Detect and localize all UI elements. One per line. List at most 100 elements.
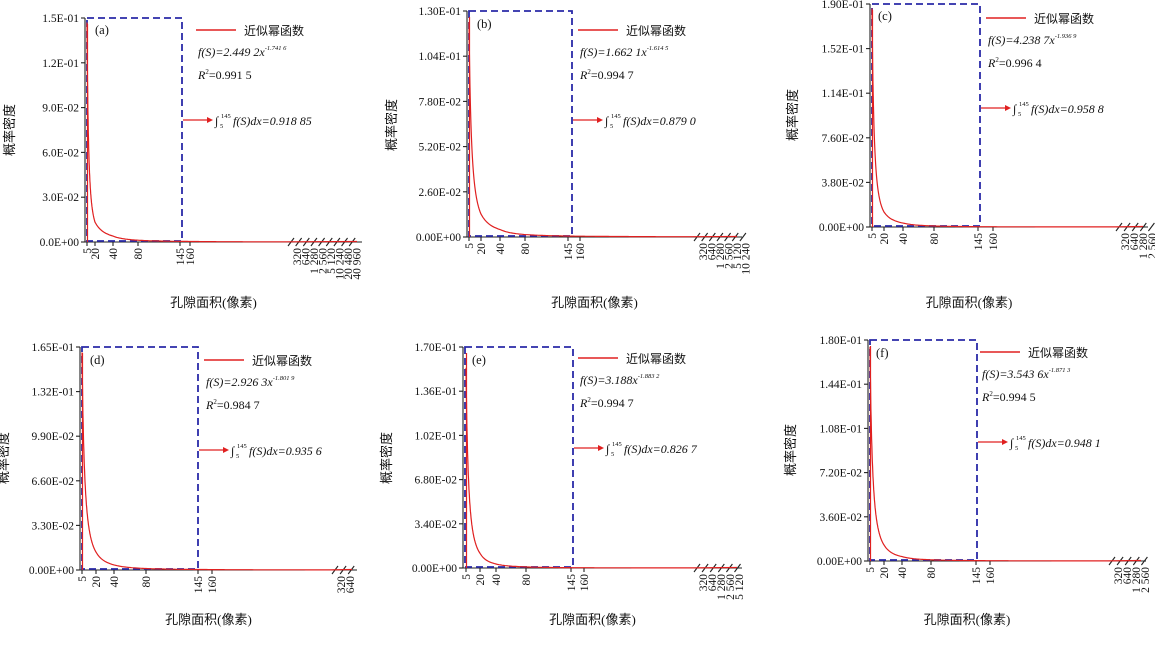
- x-tick-label: 5: [464, 243, 476, 249]
- x-tick-label: 2 560: [725, 574, 737, 600]
- y-tick-label: 1.02E-01: [415, 430, 458, 442]
- axis-break-mark: [734, 563, 741, 573]
- integral-symbol: ∫: [604, 114, 609, 128]
- x-tick-label: 640: [707, 243, 719, 261]
- y-tick-label: 0.00E+00: [819, 222, 864, 234]
- x-tick-label: 10 240: [741, 243, 753, 275]
- x-tick-label: 80: [521, 574, 533, 586]
- y-tick-label: 1.65E-01: [32, 342, 75, 354]
- fit-equation-exponent: -1.801 9: [273, 375, 295, 382]
- integral-lower-limit: 5: [611, 451, 614, 458]
- fit-equation-exponent: -1.936 9: [1055, 33, 1077, 40]
- integral-lower-limit: 5: [1015, 445, 1018, 452]
- axis-break-mark: [1140, 556, 1148, 566]
- y-axis-label: 概率密度: [783, 424, 798, 476]
- integration-region-box: [464, 346, 574, 568]
- x-tick-label: 145: [971, 567, 983, 585]
- y-tick-label: 1.70E-01: [415, 342, 458, 354]
- chart-panel-e: 0.00E+00 3.40E-02 6.80E-02 1.02E-01 1.36E-01…: [379, 342, 746, 627]
- y-tick-label: 1.32E-01: [32, 387, 75, 399]
- panel-label: (e): [472, 353, 486, 367]
- y-tick-label: 0.0E+00: [40, 237, 80, 249]
- r-squared-value: =0.994 5: [993, 390, 1036, 404]
- y-tick-label: 7.20E-02: [820, 468, 863, 480]
- r-squared-superscript: 2: [213, 398, 217, 406]
- x-tick-label: 20: [475, 574, 487, 586]
- integral-symbol: ∫: [214, 114, 219, 128]
- integral-symbol: ∫: [230, 444, 235, 458]
- panel-label: (a): [95, 23, 109, 37]
- y-tick-label: 1.80E-01: [820, 335, 863, 347]
- x-tick-label: 40 960: [352, 248, 364, 280]
- integral-value: f(S)dx=0.935 6: [249, 444, 322, 458]
- fit-curve: [468, 22, 738, 238]
- x-tick-label: 5: [82, 248, 94, 254]
- legend-label: 近似幂函数: [1028, 345, 1088, 360]
- x-tick-label: 80: [520, 243, 532, 255]
- r-squared-value: =0.996 4: [999, 56, 1042, 70]
- y-tick-label: 6.60E-02: [32, 476, 75, 488]
- r-squared-value: =0.994 7: [591, 396, 634, 410]
- y-tick-label: 3.40E-02: [415, 519, 458, 531]
- integral-lower-limit: 5: [610, 123, 613, 130]
- panel-label: (f): [876, 346, 889, 360]
- y-tick-label: 1.52E-01: [822, 44, 865, 56]
- y-tick-label: 0.00E+00: [29, 565, 74, 577]
- r-squared-symbol: R: [205, 398, 214, 412]
- chart-panel-d: 0.00E+00 3.30E-02 6.60E-02 9.90E-02 1.32E-01…: [0, 342, 357, 627]
- fit-curve: [871, 8, 1144, 228]
- fit-equation: f(S)=2.449 2x-1.741 6: [198, 45, 287, 59]
- panel-label: (c): [878, 9, 892, 23]
- y-tick-label: 1.44E-01: [820, 379, 863, 391]
- r-squared: R2=0.994 5: [981, 390, 1036, 404]
- integral-upper-limit: 145: [1016, 435, 1026, 442]
- x-tick-label: 80: [929, 233, 941, 245]
- fit-equation-exponent: -1.871 3: [1049, 367, 1071, 374]
- x-tick-label: 2 560: [1140, 567, 1152, 593]
- r-squared-symbol: R: [579, 68, 588, 82]
- fit-equation: f(S)=3.543 6x-1.871 3: [982, 367, 1071, 381]
- y-tick-label: 0.00E+00: [817, 556, 862, 568]
- y-tick-label: 3.80E-02: [822, 177, 865, 189]
- x-tick-label: 5: [461, 574, 473, 580]
- x-tick-label: 10 240: [335, 248, 347, 280]
- x-tick-label: 320: [698, 243, 710, 261]
- y-axis-label: 概率密度: [0, 432, 11, 484]
- x-tick-label: 80: [141, 576, 153, 588]
- x-tick-label: 160: [988, 233, 1000, 251]
- x-tick-label: 1 280: [716, 574, 728, 600]
- axis-break-mark: [739, 232, 747, 242]
- y-tick-label: 0.00E+00: [412, 563, 457, 575]
- x-tick-label: 1 280: [715, 243, 727, 269]
- x-tick-label: 5 120: [326, 248, 338, 274]
- y-tick-label: 1.5E-01: [42, 13, 79, 25]
- y-tick-label: 1.36E-01: [415, 386, 458, 398]
- x-tick-label: 20: [90, 248, 102, 260]
- integral-upper-limit: 145: [1019, 101, 1029, 108]
- integration-region-box: [86, 17, 183, 242]
- x-tick-label: 160: [579, 574, 591, 592]
- integral-lower-limit: 5: [220, 123, 223, 130]
- fit-equation-base: f(S)=3.188x: [580, 373, 638, 387]
- integral-symbol: ∫: [1012, 102, 1017, 116]
- r-squared-value: =0.994 7: [591, 68, 634, 82]
- r-squared-symbol: R: [197, 68, 206, 82]
- r-squared: R2=0.991 5: [197, 68, 252, 82]
- panel-label: (b): [477, 17, 492, 31]
- legend-label: 近似幂函数: [244, 23, 304, 38]
- x-tick-label: 640: [1129, 233, 1141, 251]
- x-tick-label: 2 560: [724, 243, 736, 269]
- integral-arrow-head: [207, 117, 213, 123]
- x-tick-label: 20 480: [343, 248, 355, 280]
- y-tick-label: 2.60E-02: [419, 187, 462, 199]
- chart-panel-b: 0.00E+00 2.60E-02 5.20E-02 7.80E-02 1.04E-01…: [384, 6, 753, 310]
- x-tick-label: 160: [575, 243, 587, 261]
- x-tick-label: 640: [345, 576, 357, 594]
- x-tick-label: 40: [495, 243, 507, 255]
- integral-upper-limit: 145: [611, 113, 621, 120]
- x-tick-label: 160: [207, 576, 219, 594]
- x-tick-label: 640: [1122, 567, 1134, 585]
- integral-arrow-head: [598, 445, 604, 451]
- integral-lower-limit: 5: [236, 453, 239, 460]
- y-tick-label: 3.30E-02: [32, 520, 75, 532]
